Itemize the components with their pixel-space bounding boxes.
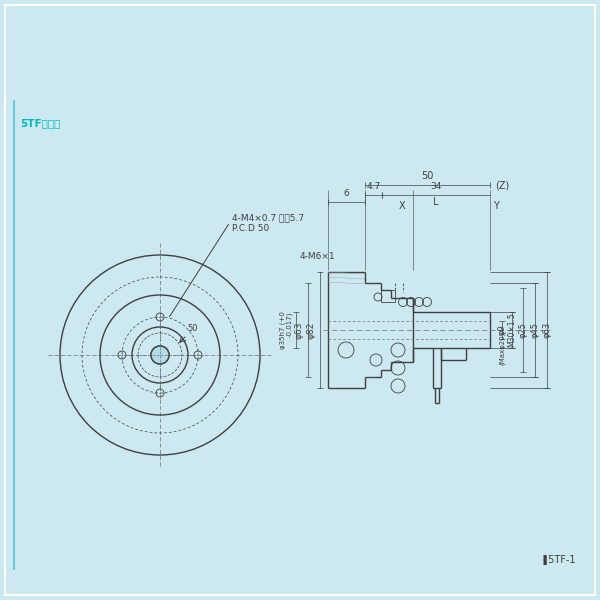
Text: 6: 6	[344, 189, 349, 198]
Text: φ45: φ45	[530, 322, 539, 338]
Text: ❚5TF-1: ❚5TF-1	[541, 555, 576, 565]
Text: (Maxφ20): (Maxφ20)	[499, 331, 505, 365]
Text: φ82: φ82	[307, 322, 316, 338]
Text: L: L	[433, 197, 439, 207]
Text: φ25: φ25	[518, 322, 527, 338]
Text: P.C.D 50: P.C.D 50	[232, 224, 269, 233]
Text: 4-M4×0.7 深さ5.7: 4-M4×0.7 深さ5.7	[232, 213, 304, 222]
Text: 50: 50	[187, 324, 197, 333]
Text: 50: 50	[421, 171, 434, 181]
Text: 34: 34	[430, 182, 442, 191]
Text: φ9: φ9	[497, 325, 506, 335]
Text: φ63: φ63	[295, 321, 304, 339]
Text: φ63: φ63	[542, 322, 551, 338]
Text: 4-M6×1: 4-M6×1	[300, 252, 335, 261]
Text: φ35h7 (+0
-0.017): φ35h7 (+0 -0.017)	[279, 311, 293, 349]
Text: X: X	[398, 201, 406, 211]
Text: 4.7: 4.7	[367, 182, 380, 191]
Circle shape	[151, 346, 169, 364]
Text: M30×1.5: M30×1.5	[508, 313, 517, 347]
Text: 5TF寸法図: 5TF寸法図	[20, 118, 61, 128]
Text: Y: Y	[493, 201, 499, 211]
Text: (Z): (Z)	[495, 180, 509, 190]
